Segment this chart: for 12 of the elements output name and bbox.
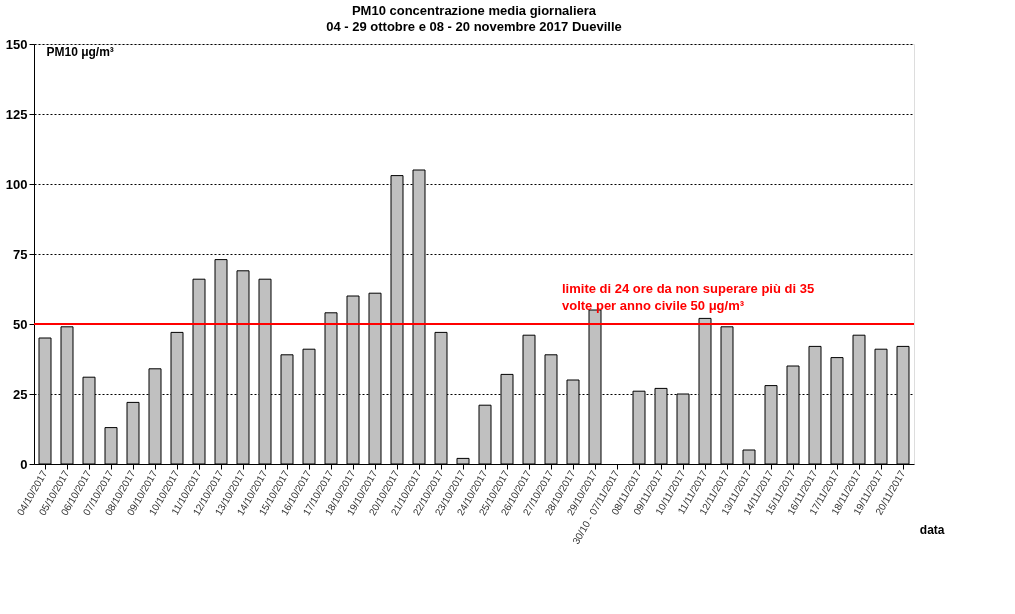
y-tick-label: 50: [13, 316, 28, 332]
y-tick-label: 100: [5, 176, 28, 192]
y-tick-label: 125: [5, 106, 28, 122]
chart-subtitle: 04 - 29 ottobre e 08 - 20 novembre 2017 Dueville: [326, 19, 622, 34]
y-axis-title: PM10 μg/m³: [46, 44, 114, 59]
y-tick-label: 25: [13, 386, 28, 402]
ref-line-label: limite di 24 ore da non superare più di 35 volte per anno civile 50 μg/m³: [562, 281, 815, 313]
x-axis-title: data: [919, 522, 945, 537]
y-tick-label: 0: [20, 456, 28, 472]
chart-title: PM10 concentrazione media giornaliera: [351, 3, 597, 18]
y-tick-label: 150: [5, 36, 28, 52]
y-tick-label: 75: [13, 246, 28, 262]
